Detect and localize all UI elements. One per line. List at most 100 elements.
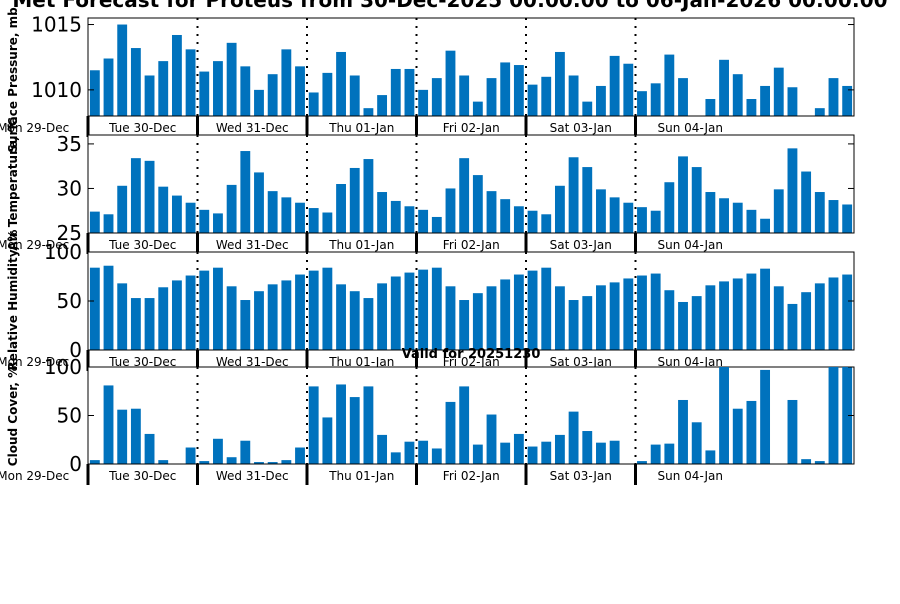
bar: [445, 286, 456, 350]
bar: [431, 267, 442, 350]
bar: [664, 54, 675, 116]
y-tick-label: 50: [57, 289, 82, 313]
bar: [568, 75, 579, 116]
bar: [185, 202, 196, 233]
bar: [363, 386, 374, 464]
y-tick-label: 1010: [31, 78, 82, 102]
bar: [390, 200, 401, 233]
bar: [349, 397, 360, 464]
bar: [103, 385, 114, 464]
bar: [158, 61, 169, 116]
bar: [390, 452, 401, 464]
day-label: Thu 01-Jan: [328, 121, 394, 135]
bar: [787, 148, 798, 233]
bar: [418, 89, 429, 116]
bar: [144, 433, 155, 464]
bar: [664, 443, 675, 464]
day-label: Wed 31-Dec: [216, 355, 289, 369]
bar: [199, 461, 210, 464]
bar: [281, 49, 292, 116]
bar: [609, 282, 620, 350]
bar: [158, 287, 169, 350]
bar: [541, 76, 552, 116]
bar: [760, 369, 771, 464]
bar: [554, 51, 565, 116]
bar: [527, 210, 538, 233]
y-axis-label: Surface Pressure, mb: [6, 7, 20, 153]
day-label: Tue 30-Dec: [108, 121, 176, 135]
bar: [637, 91, 647, 116]
bar: [746, 209, 757, 233]
day-label: Sat 03-Jan: [550, 238, 612, 252]
bar: [377, 192, 388, 233]
bar: [445, 50, 456, 116]
bar: [842, 85, 853, 116]
y-tick-label: 0: [69, 338, 82, 362]
bar: [828, 277, 839, 350]
bar: [650, 273, 661, 350]
bar: [254, 462, 264, 464]
bar: [801, 171, 812, 233]
bar: [336, 384, 346, 464]
bar: [828, 367, 839, 464]
bar: [213, 267, 223, 350]
bar: [404, 206, 415, 233]
bar: [500, 279, 511, 350]
bar: [390, 276, 401, 350]
bar: [787, 303, 798, 350]
bar: [363, 298, 374, 350]
bar: [322, 212, 333, 233]
bar: [308, 270, 319, 350]
bar: [582, 101, 593, 116]
bar: [773, 67, 784, 116]
bar: [760, 268, 771, 350]
bar: [103, 265, 114, 350]
bar: [705, 285, 716, 350]
bar: [814, 108, 825, 116]
bar: [705, 450, 716, 464]
panel-3: 0 50 100 Relative Humidity, %Mon 29-Dec Tue …: [0, 230, 855, 371]
bar: [760, 218, 771, 233]
day-label: Fri 02-Jan: [443, 238, 500, 252]
day-label: Sat 03-Jan: [550, 355, 612, 369]
bar: [760, 85, 771, 116]
bar: [500, 62, 511, 116]
bar: [89, 460, 100, 464]
bar: [185, 49, 196, 116]
bar: [513, 65, 524, 116]
bar: [678, 399, 688, 464]
bar: [664, 290, 675, 350]
bar: [472, 101, 483, 116]
bar: [732, 408, 743, 464]
bar: [623, 202, 634, 233]
y-tick-label: 100: [44, 240, 82, 264]
bar: [705, 192, 716, 233]
bar: [568, 157, 579, 233]
bar: [746, 99, 757, 116]
bar: [158, 460, 169, 464]
day-label: Sun 04-Jan: [658, 238, 723, 252]
bar: [117, 409, 128, 464]
bar: [814, 283, 825, 350]
bar: [295, 202, 305, 233]
day-label: Mon 29-Dec: [0, 469, 69, 483]
bar: [705, 99, 716, 116]
bar: [226, 286, 237, 350]
day-label: Tue 30-Dec: [108, 469, 176, 483]
bar: [842, 274, 853, 350]
bar: [623, 278, 634, 350]
bar: [213, 213, 223, 233]
bar: [117, 283, 128, 350]
bar: [404, 68, 415, 116]
bar: [719, 198, 729, 233]
bar: [254, 291, 264, 350]
day-label: Wed 31-Dec: [216, 121, 289, 135]
bar: [732, 202, 743, 233]
bar: [554, 286, 565, 350]
bar: [89, 70, 100, 116]
bar: [240, 151, 251, 233]
bar: [158, 186, 169, 233]
bar: [117, 185, 128, 233]
